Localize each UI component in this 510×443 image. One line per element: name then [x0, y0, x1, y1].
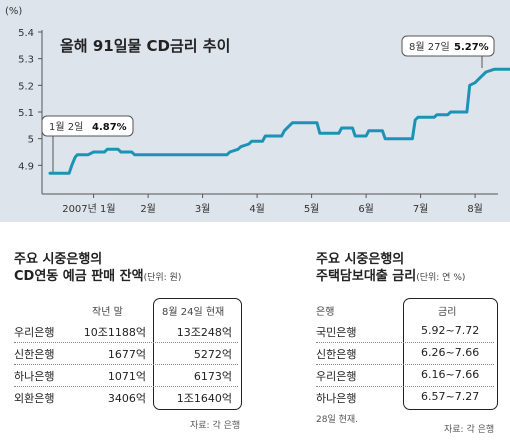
divider	[316, 342, 494, 343]
y-tick-label: 5.4	[18, 28, 34, 39]
x-tick-label: 2007년 1월	[62, 203, 115, 215]
x-tick-label: 3월	[195, 203, 211, 215]
divider	[14, 364, 238, 365]
cd-rate-chart: 올해 91일물 CD금리 추이 (%) 5.4 5.3 5.2 5.1 5 4.9 2007…	[5, 6, 510, 215]
divider	[316, 386, 494, 387]
deposit-row-bank: 우리은행	[14, 326, 55, 339]
deposit-row-prev: 3406억	[107, 392, 146, 405]
deposit-row-prev: 10조1188억	[83, 326, 146, 339]
deposit-table-title-line2: CD연동 예금 판매 잔액	[14, 269, 144, 284]
mortgage-row-rate: 5.92~7.72	[421, 324, 480, 337]
deposit-row-now: 5272억	[193, 348, 232, 361]
deposit-row-bank: 외환은행	[14, 392, 55, 405]
mortgage-col-bank-header: 은행	[316, 307, 335, 318]
deposit-col-prev-header: 작년 말	[92, 307, 123, 318]
y-tick-label: 5.3	[18, 55, 34, 66]
callout-end-value: 5.27%	[454, 42, 489, 53]
deposit-highlight-box	[153, 298, 242, 410]
deposit-row-prev: 1677억	[107, 348, 146, 361]
cd-rate-line	[48, 67, 510, 175]
mortgage-row-rate: 6.16~7.66	[421, 368, 480, 381]
x-tick-label: 2월	[140, 203, 156, 215]
mortgage-source: 자료: 각 은행	[444, 425, 495, 435]
deposit-table-title: 주요 시중은행의 CD연동 예금 판매 잔액(단위: 원)	[14, 251, 181, 287]
x-tick-label: 7월	[413, 203, 429, 215]
mortgage-row-bank: 국민은행	[316, 326, 357, 339]
x-tick-label: 5월	[304, 203, 320, 215]
deposit-row-now: 1조1640억	[176, 392, 232, 405]
divider	[316, 364, 494, 365]
callout-start: 1월 2일 4.87%	[41, 115, 134, 172]
mortgage-row-rate: 6.57~7.27	[421, 390, 480, 403]
divider	[14, 386, 238, 387]
deposit-table-title-line1: 주요 시중은행의	[14, 252, 103, 267]
callout-end-date: 8월 27일	[409, 41, 450, 53]
deposit-row-now: 13조248억	[176, 326, 232, 339]
deposit-table-unit: (단위: 원)	[143, 273, 182, 283]
callout-start-value: 4.87%	[92, 122, 127, 133]
callout-start-date: 1월 2일	[49, 121, 83, 133]
deposit-row-now: 6173억	[193, 370, 232, 383]
deposit-row-prev: 1071억	[107, 370, 146, 383]
mortgage-row-bank: 하나은행	[316, 392, 357, 405]
x-tick-label: 4월	[249, 203, 265, 215]
deposit-source: 자료: 각 은행	[190, 421, 241, 431]
mortgage-table-unit: (단위: 연 %)	[416, 273, 466, 283]
x-tick-label: 8월	[467, 203, 483, 215]
y-tick-label: 5.2	[18, 81, 34, 92]
y-tick-label: 5	[28, 135, 34, 146]
mortgage-highlight-box	[403, 298, 498, 410]
mortgage-footnote: 28일 현재.	[316, 415, 359, 425]
mortgage-table-title: 주요 시중은행의 주택담보대출 금리(단위: 연 %)	[316, 251, 465, 287]
deposit-row-bank: 신한은행	[14, 348, 55, 361]
deposit-row-bank: 하나은행	[14, 370, 55, 383]
mortgage-row-rate: 6.26~7.66	[421, 346, 480, 359]
mortgage-table-title-line2: 주택담보대출 금리	[316, 269, 417, 284]
mortgage-row-bank: 신한은행	[316, 348, 357, 361]
divider	[14, 342, 238, 343]
y-axis-unit: (%)	[5, 6, 22, 17]
y-tick-label: 4.9	[18, 161, 34, 172]
callout-start-box	[41, 115, 134, 137]
mortgage-col-rate-header: 금리	[438, 307, 457, 318]
callout-end: 8월 27일 5.27%	[401, 35, 495, 68]
chart-title: 올해 91일물 CD금리 추이	[60, 37, 230, 55]
axis-layer: 5.4 5.3 5.2 5.1 5 4.9 2007년 1월 2월 3월 4월 5월 6월 7월 8월	[18, 28, 498, 215]
line-layer	[48, 67, 510, 175]
x-tick-label: 6월	[358, 203, 374, 215]
callout-end-box	[401, 35, 495, 57]
mortgage-row-bank: 우리은행	[316, 370, 357, 383]
mortgage-table-title-line1: 주요 시중은행의	[316, 252, 405, 267]
deposit-col-now-header: 8월 24일 현재	[162, 307, 225, 318]
chart-panel: 올해 91일물 CD금리 추이 (%) 5.4 5.3 5.2 5.1 5 4.9 2007…	[0, 0, 510, 222]
y-tick-label: 5.1	[18, 108, 34, 119]
